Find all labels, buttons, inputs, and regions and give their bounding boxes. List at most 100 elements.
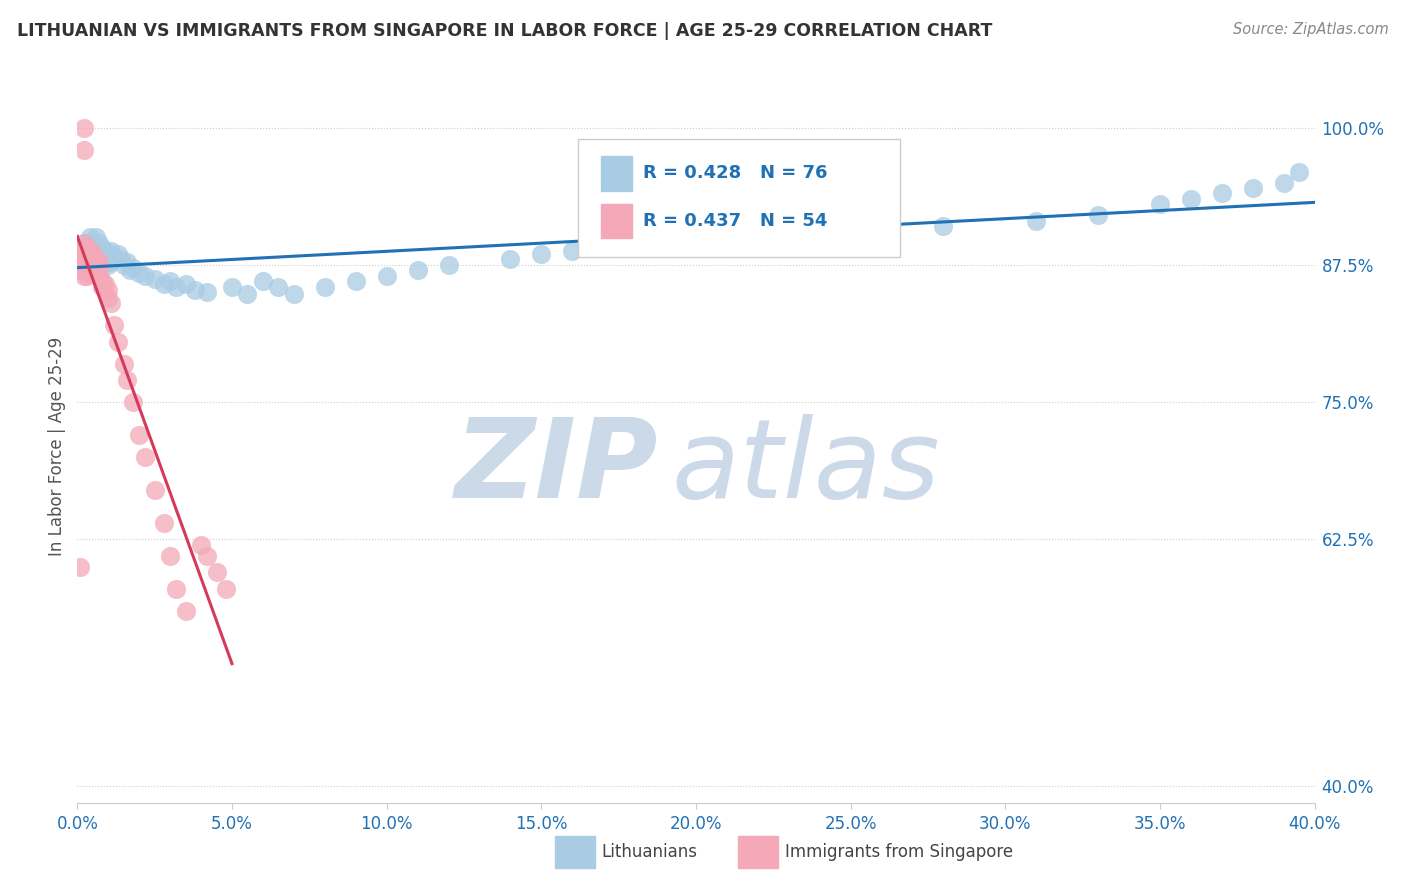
Text: Lithuanians: Lithuanians — [602, 843, 697, 861]
Lithuanians — [107, 247, 129, 261]
Lithuanians — [1211, 186, 1233, 201]
Text: R = 0.437   N = 54: R = 0.437 N = 54 — [643, 212, 827, 230]
Immigrants from Singapore — [76, 268, 98, 283]
Lithuanians — [72, 263, 94, 277]
Lithuanians — [134, 268, 156, 283]
Text: atlas: atlas — [671, 414, 939, 521]
Lithuanians — [252, 274, 274, 288]
Immigrants from Singapore — [79, 244, 101, 258]
Lithuanians — [76, 241, 98, 255]
Immigrants from Singapore — [97, 283, 120, 297]
Lithuanians — [91, 258, 114, 272]
Lithuanians — [283, 287, 305, 301]
Immigrants from Singapore — [72, 252, 94, 267]
Immigrants from Singapore — [195, 549, 218, 563]
Immigrants from Singapore — [94, 277, 117, 291]
Lithuanians — [100, 254, 122, 268]
Immigrants from Singapore — [69, 258, 91, 272]
Lithuanians — [195, 285, 218, 300]
Lithuanians — [1180, 192, 1202, 206]
Immigrants from Singapore — [128, 428, 150, 442]
Immigrants from Singapore — [97, 291, 120, 305]
Lithuanians — [79, 241, 101, 255]
Immigrants from Singapore — [215, 582, 238, 596]
Immigrants from Singapore — [100, 296, 122, 310]
Immigrants from Singapore — [87, 254, 110, 268]
Lithuanians — [82, 235, 104, 250]
Lithuanians — [1149, 197, 1171, 211]
Lithuanians — [76, 247, 98, 261]
Bar — [600, 204, 631, 238]
Lithuanians — [314, 280, 336, 294]
Lithuanians — [87, 235, 110, 250]
Lithuanians — [94, 244, 117, 258]
Lithuanians — [344, 274, 367, 288]
Immigrants from Singapore — [72, 268, 94, 283]
Lithuanians — [153, 277, 176, 291]
Lithuanians — [1087, 209, 1109, 223]
Lithuanians — [685, 235, 707, 250]
Immigrants from Singapore — [72, 235, 94, 250]
Bar — [600, 156, 631, 191]
Immigrants from Singapore — [115, 373, 138, 387]
Immigrants from Singapore — [87, 268, 110, 283]
Lithuanians — [84, 230, 107, 244]
Lithuanians — [747, 230, 769, 244]
Immigrants from Singapore — [69, 263, 91, 277]
Immigrants from Singapore — [76, 252, 98, 267]
Immigrants from Singapore — [72, 258, 94, 272]
Immigrants from Singapore — [72, 120, 94, 135]
Lithuanians — [87, 247, 110, 261]
Lithuanians — [82, 247, 104, 261]
Lithuanians — [69, 252, 91, 267]
Lithuanians — [69, 258, 91, 272]
Immigrants from Singapore — [84, 263, 107, 277]
Immigrants from Singapore — [91, 274, 114, 288]
Lithuanians — [1025, 214, 1047, 228]
Text: LITHUANIAN VS IMMIGRANTS FROM SINGAPORE IN LABOR FORCE | AGE 25-29 CORRELATION C: LITHUANIAN VS IMMIGRANTS FROM SINGAPORE … — [17, 22, 993, 40]
Lithuanians — [76, 252, 98, 267]
Immigrants from Singapore — [79, 266, 101, 280]
Lithuanians — [72, 247, 94, 261]
Lithuanians — [103, 250, 125, 264]
Lithuanians — [84, 247, 107, 261]
Lithuanians — [221, 280, 243, 294]
Immigrants from Singapore — [79, 249, 101, 263]
Immigrants from Singapore — [79, 260, 101, 274]
Lithuanians — [1272, 176, 1295, 190]
Lithuanians — [97, 258, 120, 272]
Lithuanians — [184, 283, 207, 297]
Immigrants from Singapore — [76, 263, 98, 277]
Lithuanians — [72, 235, 94, 250]
Text: R = 0.428   N = 76: R = 0.428 N = 76 — [643, 164, 827, 182]
Lithuanians — [94, 254, 117, 268]
Text: ZIP: ZIP — [456, 414, 659, 521]
Immigrants from Singapore — [84, 252, 107, 267]
Immigrants from Singapore — [143, 483, 166, 497]
Immigrants from Singapore — [82, 252, 104, 267]
Lithuanians — [165, 280, 187, 294]
Lithuanians — [839, 225, 862, 239]
Immigrants from Singapore — [205, 566, 228, 580]
Text: Source: ZipAtlas.com: Source: ZipAtlas.com — [1233, 22, 1389, 37]
Lithuanians — [82, 252, 104, 267]
Immigrants from Singapore — [165, 582, 187, 596]
Lithuanians — [79, 247, 101, 261]
Lithuanians — [79, 230, 101, 244]
Y-axis label: In Labor Force | Age 25-29: In Labor Force | Age 25-29 — [48, 336, 66, 556]
Lithuanians — [530, 247, 553, 261]
Immigrants from Singapore — [72, 143, 94, 157]
FancyBboxPatch shape — [578, 139, 900, 257]
Immigrants from Singapore — [107, 334, 129, 349]
Lithuanians — [623, 239, 645, 253]
Lithuanians — [406, 263, 429, 277]
Immigrants from Singapore — [76, 258, 98, 272]
Lithuanians — [118, 263, 141, 277]
Lithuanians — [79, 258, 101, 272]
Lithuanians — [91, 241, 114, 255]
Immigrants from Singapore — [76, 241, 98, 255]
Lithuanians — [112, 258, 135, 272]
Immigrants from Singapore — [79, 254, 101, 268]
Text: Immigrants from Singapore: Immigrants from Singapore — [785, 843, 1012, 861]
Lithuanians — [375, 268, 398, 283]
